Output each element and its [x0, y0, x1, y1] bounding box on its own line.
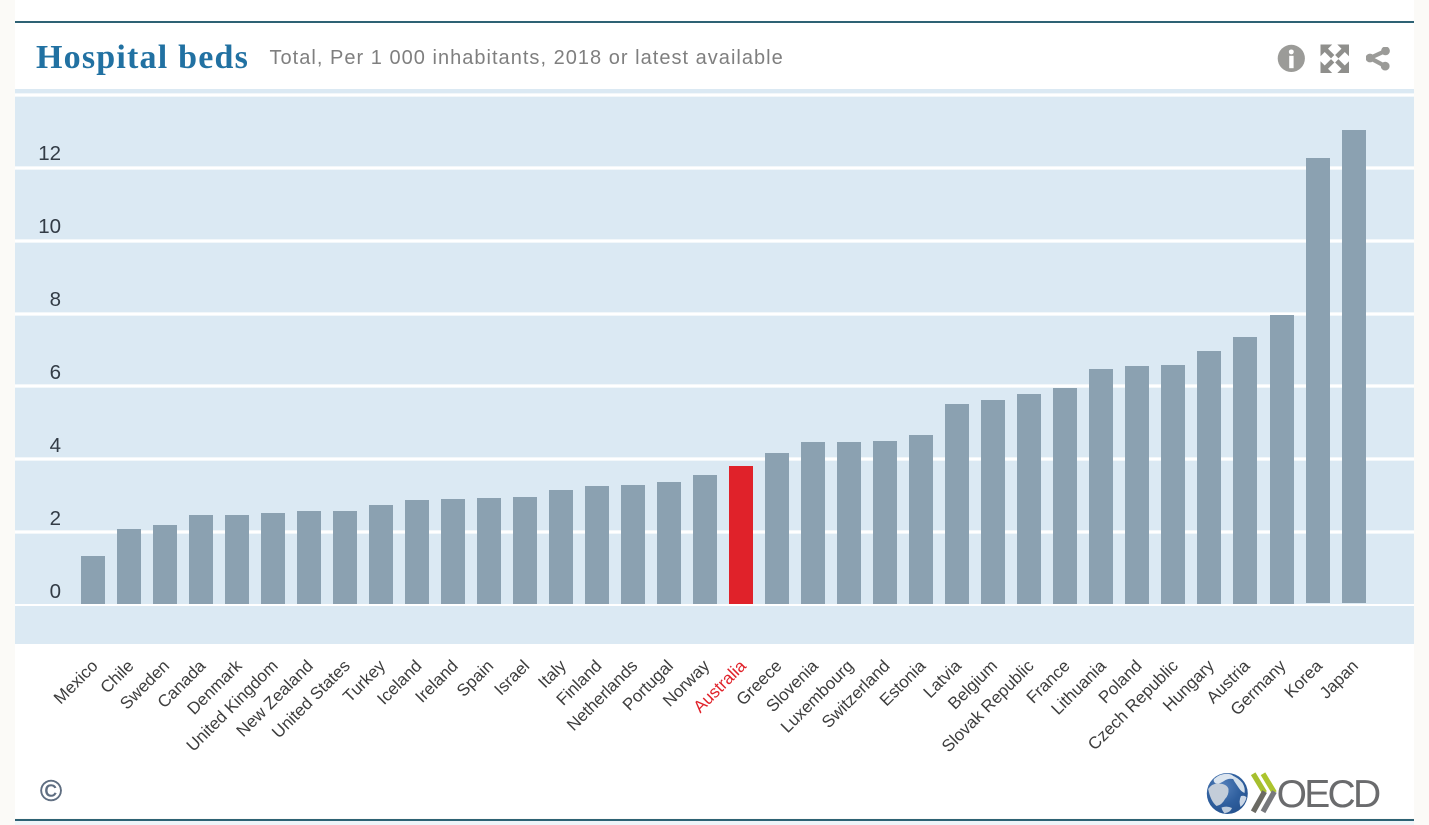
svg-text:OECD: OECD	[1277, 773, 1380, 816]
